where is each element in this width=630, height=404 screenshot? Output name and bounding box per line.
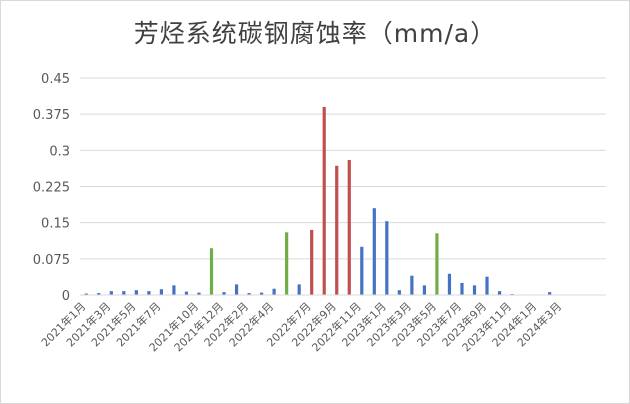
bar <box>234 284 239 295</box>
bar <box>322 106 326 296</box>
bar <box>410 275 414 295</box>
bar <box>147 291 151 295</box>
bar <box>134 290 138 295</box>
bar <box>109 291 113 295</box>
bar <box>397 290 401 295</box>
bar <box>385 221 389 295</box>
y-axis-ticks: 0 0.075 0.15 0.225 0.3 0.375 0.45 <box>33 72 70 304</box>
bar <box>335 165 339 295</box>
bar <box>548 292 552 295</box>
bar <box>497 291 502 295</box>
y-tick-label: 0.45 <box>41 72 70 87</box>
bar <box>84 293 88 295</box>
y-tick-label: 0.225 <box>33 181 70 196</box>
bar <box>485 276 489 295</box>
bar <box>422 285 426 295</box>
x-axis-ticks: 2021年1月2021年3月2021年5月2021年7月2021年10月2021… <box>38 299 564 354</box>
bar <box>285 232 289 295</box>
y-tick-label: 0.3 <box>49 144 70 159</box>
bar <box>197 292 201 295</box>
bar <box>222 292 226 295</box>
bar <box>172 285 176 295</box>
bar <box>347 159 351 295</box>
bar <box>159 289 163 295</box>
bar <box>460 282 464 295</box>
bar <box>435 233 439 295</box>
bar <box>297 284 301 295</box>
bar <box>260 292 264 295</box>
y-tick-label: 0.15 <box>41 217 70 232</box>
bar <box>272 288 276 295</box>
bar <box>97 293 101 295</box>
y-tick-label: 0 <box>62 289 70 304</box>
bar <box>209 248 214 295</box>
y-tick-label: 0.375 <box>33 108 70 123</box>
gridlines <box>80 77 606 260</box>
y-tick-label: 0.075 <box>33 253 70 268</box>
bar <box>122 291 126 295</box>
bar <box>447 273 452 295</box>
bar <box>472 285 477 295</box>
bar <box>247 293 251 295</box>
bar <box>360 246 364 295</box>
chart-title: 芳烃系统碳钢腐蚀率（mm/a） <box>133 19 497 48</box>
bar <box>372 208 376 295</box>
bar <box>184 291 189 295</box>
bar <box>310 229 314 295</box>
bars <box>84 106 552 296</box>
